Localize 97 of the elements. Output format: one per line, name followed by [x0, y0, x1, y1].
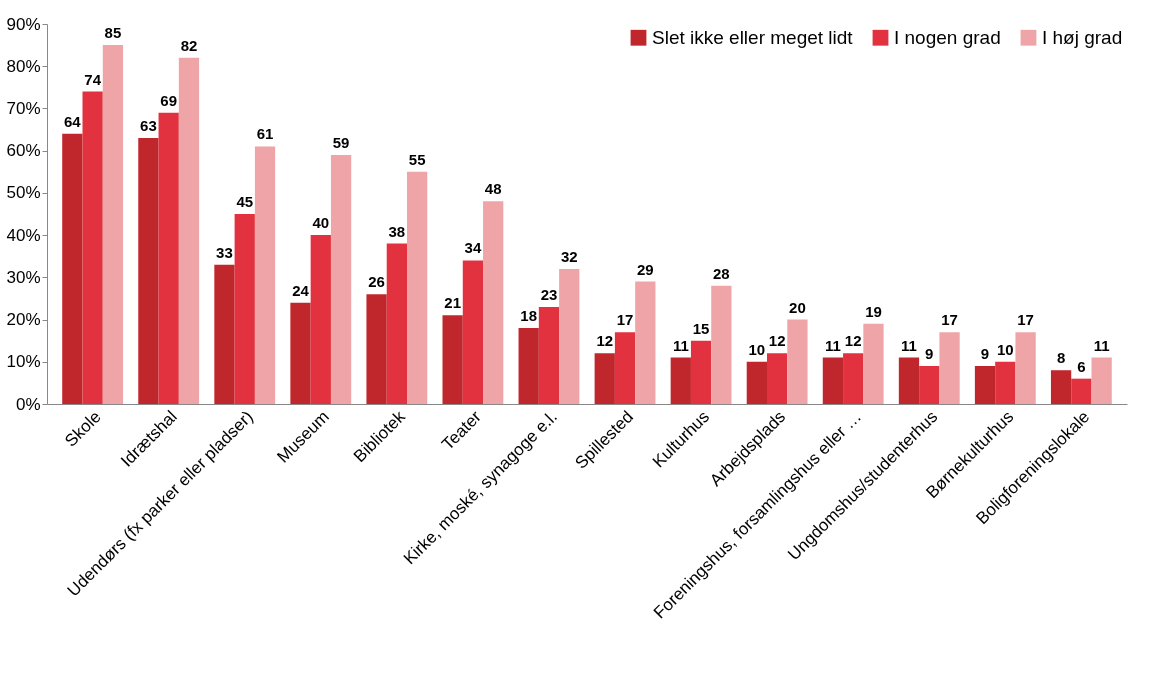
bar [178, 57, 200, 404]
bar [1071, 378, 1092, 404]
data-label: 11 [824, 336, 841, 354]
bar [559, 268, 580, 404]
data-label: 9 [980, 345, 990, 362]
bar [102, 45, 124, 404]
legend-label: I høj grad [1042, 26, 1123, 48]
data-label: 24 [292, 281, 310, 299]
y-tick-label: 80% [6, 56, 41, 76]
data-label: 85 [104, 24, 122, 42]
y-tick-label: 0% [15, 394, 41, 414]
bar [138, 138, 159, 404]
data-label: 33 [216, 243, 233, 261]
data-label: 11 [901, 336, 917, 354]
bar [1091, 357, 1112, 404]
bar [614, 332, 636, 404]
data-label: 61 [256, 125, 274, 143]
data-label: 38 [388, 222, 406, 240]
bar [310, 235, 331, 404]
data-label: 15 [692, 319, 710, 337]
bar [538, 306, 560, 404]
bar [822, 357, 844, 404]
data-label: 12 [844, 332, 862, 350]
bar [462, 260, 484, 404]
bar [62, 133, 83, 404]
data-label: 74 [84, 70, 102, 88]
data-label: 26 [368, 273, 385, 291]
data-label: 48 [484, 180, 502, 198]
data-label: 17 [1017, 311, 1034, 329]
data-label: 18 [520, 307, 538, 324]
bar [483, 201, 504, 404]
data-label: 69 [160, 91, 178, 109]
data-label: 63 [140, 117, 157, 134]
data-label: 29 [636, 260, 654, 278]
data-label: 59 [332, 133, 350, 151]
bar [442, 315, 463, 404]
data-label: 34 [464, 239, 482, 257]
bar [330, 154, 352, 404]
bar [214, 264, 235, 404]
data-label: 6 [1077, 357, 1086, 375]
bar [863, 323, 884, 404]
bar [518, 328, 539, 404]
bar [898, 357, 920, 404]
y-tick-label: 90% [6, 14, 41, 34]
bar [635, 281, 656, 404]
y-tick-label: 40% [6, 225, 41, 245]
bar [290, 302, 311, 404]
y-tick-label: 50% [6, 183, 41, 203]
bar [746, 361, 767, 404]
bar [386, 243, 407, 404]
bar [1050, 370, 1072, 404]
data-label: 9 [925, 345, 934, 362]
y-tick-label: 20% [6, 310, 41, 330]
data-label: 11 [672, 336, 689, 354]
bar [254, 146, 276, 404]
data-label: 17 [941, 311, 958, 329]
bar [843, 353, 864, 404]
data-label: 23 [540, 285, 558, 303]
bar [711, 285, 732, 404]
bar [670, 357, 691, 404]
bar [939, 332, 960, 404]
y-tick-label: 30% [6, 267, 41, 287]
data-label: 64 [64, 112, 82, 130]
data-label: 55 [408, 150, 426, 168]
data-label: 32 [560, 247, 578, 265]
legend-label: I nogen grad [894, 26, 1001, 48]
bar [1015, 332, 1036, 404]
data-label: 82 [180, 36, 198, 54]
bar [787, 319, 808, 404]
bar [995, 361, 1016, 404]
bar [234, 214, 255, 404]
data-label: 10 [996, 340, 1014, 358]
data-label: 12 [768, 332, 786, 350]
data-label: 12 [596, 332, 614, 350]
bar [974, 366, 996, 404]
bar [407, 171, 428, 404]
bar [690, 340, 712, 404]
data-label: 17 [616, 311, 634, 329]
bar [767, 353, 788, 404]
data-label: 11 [1093, 336, 1110, 354]
data-label: 20 [789, 298, 806, 316]
bar [158, 112, 179, 404]
bar [594, 353, 615, 404]
y-tick-label: 70% [6, 98, 41, 118]
data-label: 10 [748, 340, 766, 358]
data-label: 21 [444, 294, 461, 312]
legend-label: Slet ikke eller meget lidt [652, 26, 854, 48]
bar [366, 294, 387, 404]
bar [82, 91, 103, 404]
data-label: 19 [865, 302, 882, 320]
data-label: 45 [236, 193, 254, 210]
data-label: 40 [312, 214, 330, 232]
y-tick-label: 60% [6, 141, 41, 161]
data-label: 28 [713, 264, 730, 282]
data-label: 8 [1056, 349, 1066, 367]
y-tick-label: 10% [6, 352, 41, 372]
bar [919, 366, 940, 404]
